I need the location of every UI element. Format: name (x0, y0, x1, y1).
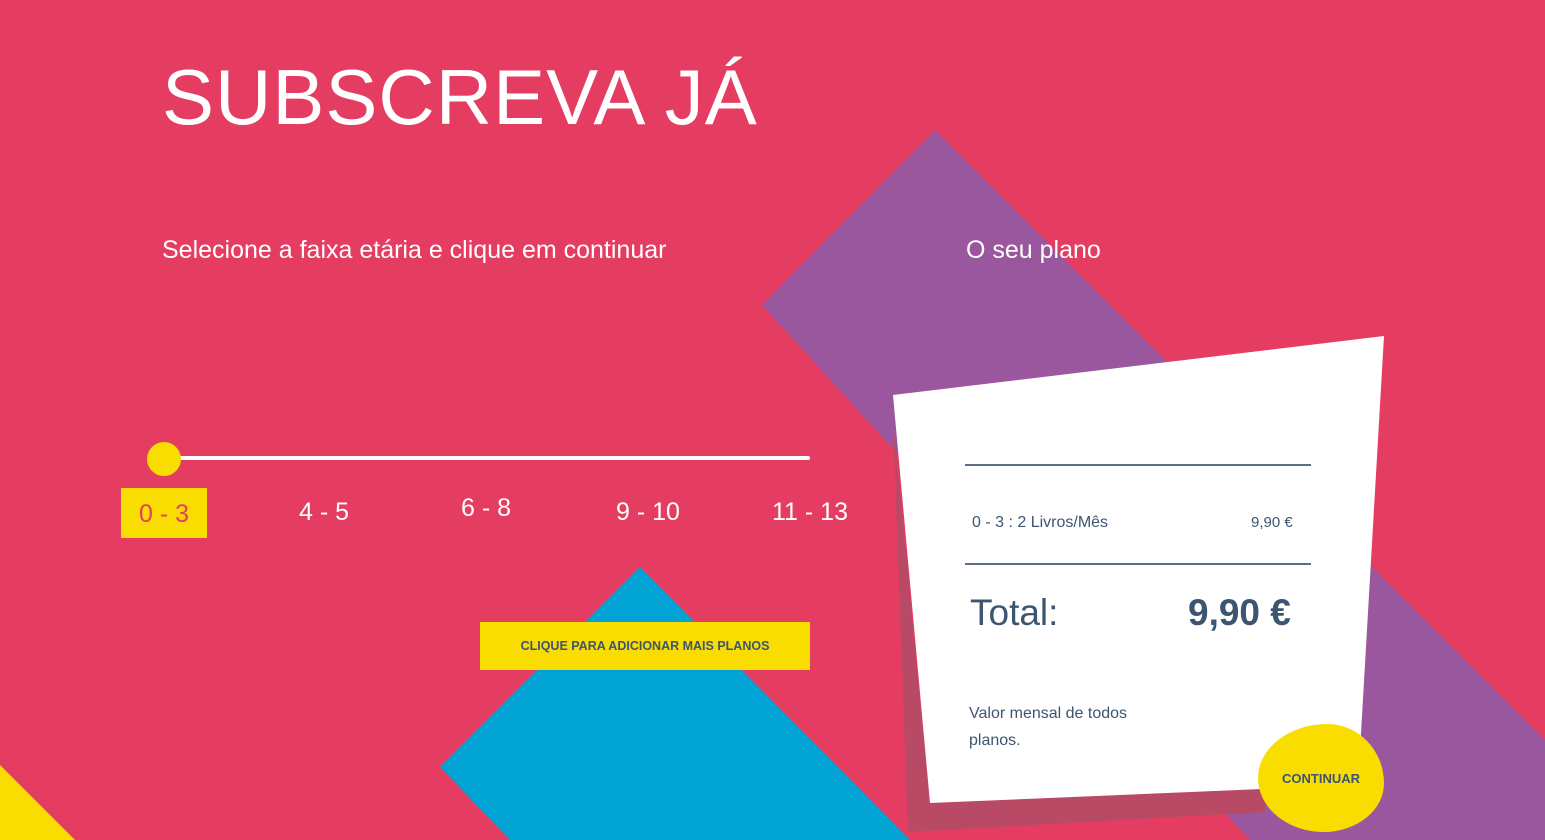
age-slider-handle[interactable] (147, 442, 181, 476)
add-more-plans-button[interactable]: CLIQUE PARA ADICIONAR MAIS PLANOS (480, 622, 810, 670)
plan-line-item-price: 9,90 € (1251, 514, 1293, 531)
instruction-text: Selecione a faixa etária e clique em con… (162, 236, 667, 264)
age-option-0-3[interactable]: 0 - 3 (121, 488, 207, 538)
age-option-11-13[interactable]: 11 - 13 (772, 498, 848, 526)
continue-button[interactable]: CONTINUAR (1258, 724, 1384, 832)
age-option-4-5[interactable]: 4 - 5 (298, 498, 350, 526)
age-option-6-8[interactable]: 6 - 8 (460, 494, 512, 522)
age-slider-track[interactable] (165, 456, 810, 460)
page-title: SUBSCREVA JÁ (162, 53, 758, 141)
yellow-corner-shape (0, 765, 75, 840)
blue-diamond-shape (440, 567, 910, 840)
monthly-note: Valor mensal de todos planos. (969, 705, 1128, 749)
total-label: Total: (970, 592, 1059, 633)
total-value: 9,90 € (1188, 592, 1291, 633)
divider (965, 464, 1311, 466)
divider (965, 563, 1311, 565)
age-option-9-10[interactable]: 9 - 10 (616, 498, 680, 526)
plan-heading: O seu plano (966, 236, 1101, 264)
plan-line-item-label: 0 - 3 : 2 Livros/Mês (972, 514, 1109, 531)
card-shadow (893, 420, 1270, 832)
plan-card (893, 336, 1384, 803)
